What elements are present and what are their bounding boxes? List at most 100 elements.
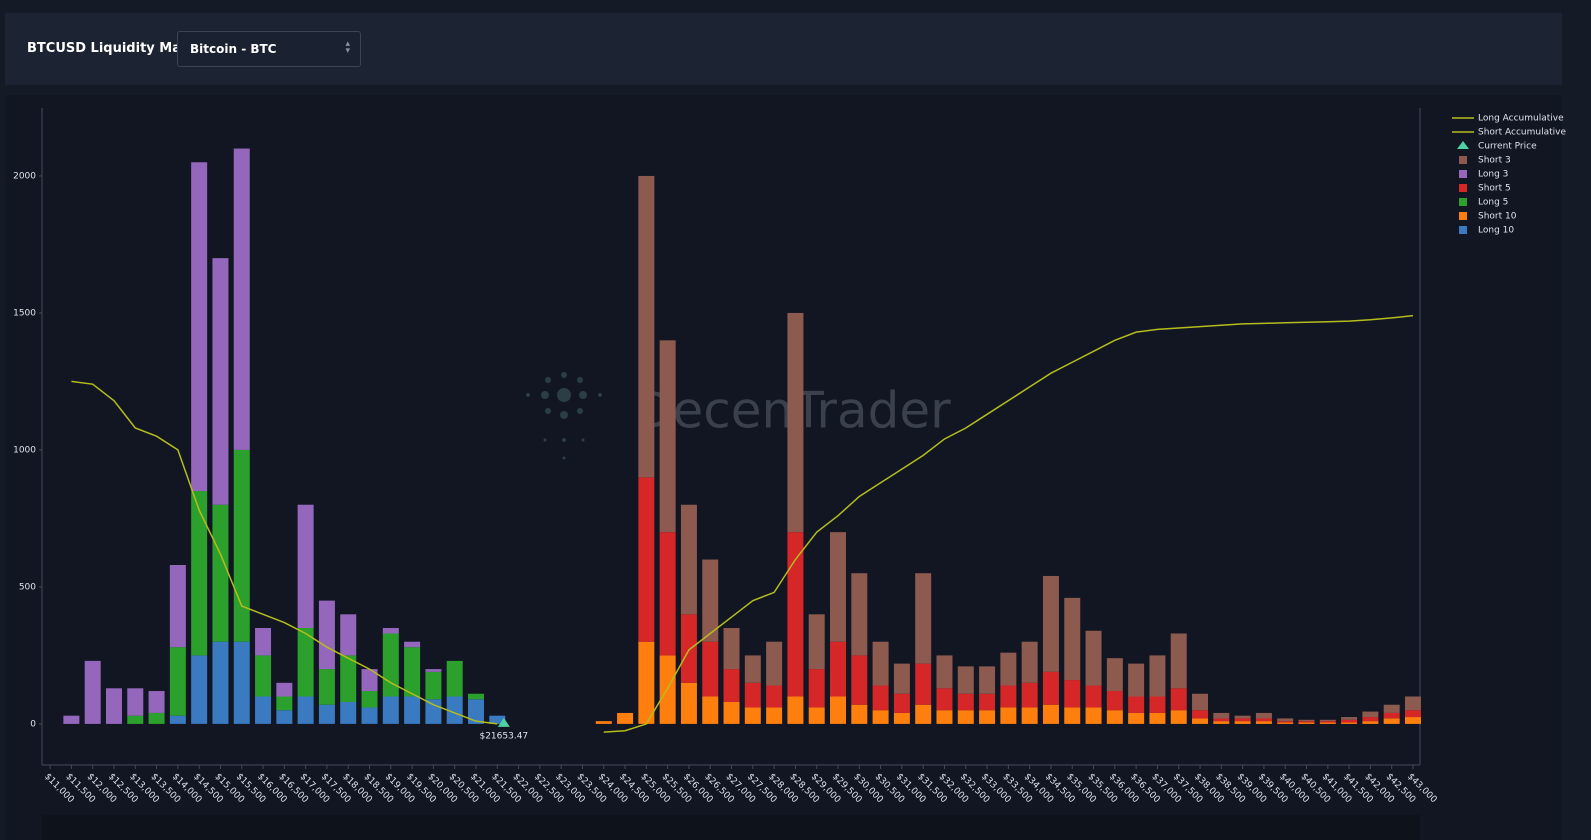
bar-segment [404,696,421,724]
bar-segment [936,710,953,724]
bar-segment [1319,719,1336,722]
bar-segment [1383,718,1400,724]
bar-segment [723,628,740,670]
bar-segment [361,669,378,692]
bar-segment [1192,710,1209,719]
coin-select[interactable]: Bitcoin - BTC ▴ ▾ [177,31,361,67]
bar-segment [276,682,293,697]
bar-segment [979,666,996,694]
bar-segment [446,660,463,697]
bar-segment [702,696,719,724]
legend-label: Short 3 [1478,156,1511,166]
bar-segment [1149,655,1166,697]
legend-label: Long 3 [1478,170,1508,180]
bar-segment [1404,696,1421,711]
navigator [42,815,1420,840]
bar-segment [1000,652,1017,686]
bar-segment [1383,704,1400,713]
bar-segment [318,600,335,670]
bar-segment [617,712,634,724]
bar-segment [1085,630,1102,686]
select-arrows: ▴ ▾ [345,39,350,56]
bar-segment [1341,719,1358,723]
bar-segment [1255,721,1272,724]
bar-segment [830,641,847,697]
bar-segment [297,628,314,697]
bar-segment [1404,710,1421,718]
bar-segment [212,258,229,505]
bar-segment [489,715,506,724]
bar-segment [361,707,378,724]
current-price-marker [497,717,510,727]
accumulative-line [71,380,498,725]
bar-segment [1064,680,1081,708]
bar-segment [127,688,144,716]
bar-segment [1319,721,1336,723]
bar-segment [1021,707,1038,724]
bar-segment [979,710,996,724]
bar-segment [1000,707,1017,724]
bar-segment [340,614,357,656]
bar-segment [233,148,250,450]
bar-segment [766,641,783,686]
bar-segment [1128,712,1145,724]
bar-segment [1298,722,1315,724]
bar-segment [1042,575,1059,672]
bar-segment [893,693,910,713]
bar-segment [851,704,868,724]
bar-segment [1106,710,1123,724]
legend-label: Long 5 [1478,198,1508,208]
bar-segment [276,710,293,724]
bar-segment [84,660,101,724]
bar-segment [148,691,165,713]
bar-segment [702,641,719,697]
watermark-logo [526,372,602,460]
bar-segment [255,696,272,724]
bar-segment [1042,704,1059,724]
bar-segment [851,655,868,705]
bar-segment [169,647,186,716]
bar-segment [638,477,655,642]
bar-segment [1362,711,1379,718]
bar-segment [893,712,910,724]
bar-segment [680,682,697,724]
bar-segment [1255,718,1272,722]
bar-segment [1383,712,1400,719]
bar-segment [766,707,783,724]
accumulative-line [603,314,1414,733]
bar-segment [1234,718,1251,722]
bar-segment [1341,717,1358,720]
bar-segment [1362,717,1379,722]
bar-segment [1085,685,1102,708]
bar-segment [787,532,804,697]
legend-label: Short Accumulative [1478,128,1566,138]
bar-segment [340,655,357,702]
bar-segment [1149,712,1166,724]
bar-segment [404,647,421,697]
bar-segment [1298,721,1315,723]
bar-segment [1064,707,1081,724]
bar-segment [851,573,868,656]
y-tick-label: 500 [19,582,36,592]
bar-segment [1149,696,1166,713]
bar-segment [148,712,165,724]
bar-segment [872,710,889,724]
bar-segment [1277,721,1294,723]
bar-segment [744,655,761,683]
bar-segment [723,701,740,724]
bar-segment [233,641,250,724]
bar-segment [808,614,825,670]
bar-segment [680,614,697,683]
bar-segment [1064,597,1081,681]
bar-segment [1362,721,1379,724]
bar-segment [276,696,293,711]
bar-segment [1341,722,1358,724]
bar-segment [425,671,442,700]
bar-segment [404,641,421,648]
bar-segment [318,669,335,705]
bar-segment [318,704,335,724]
bar-segment [1106,691,1123,711]
bar-segment [638,175,655,478]
bar-segment [1170,710,1187,724]
